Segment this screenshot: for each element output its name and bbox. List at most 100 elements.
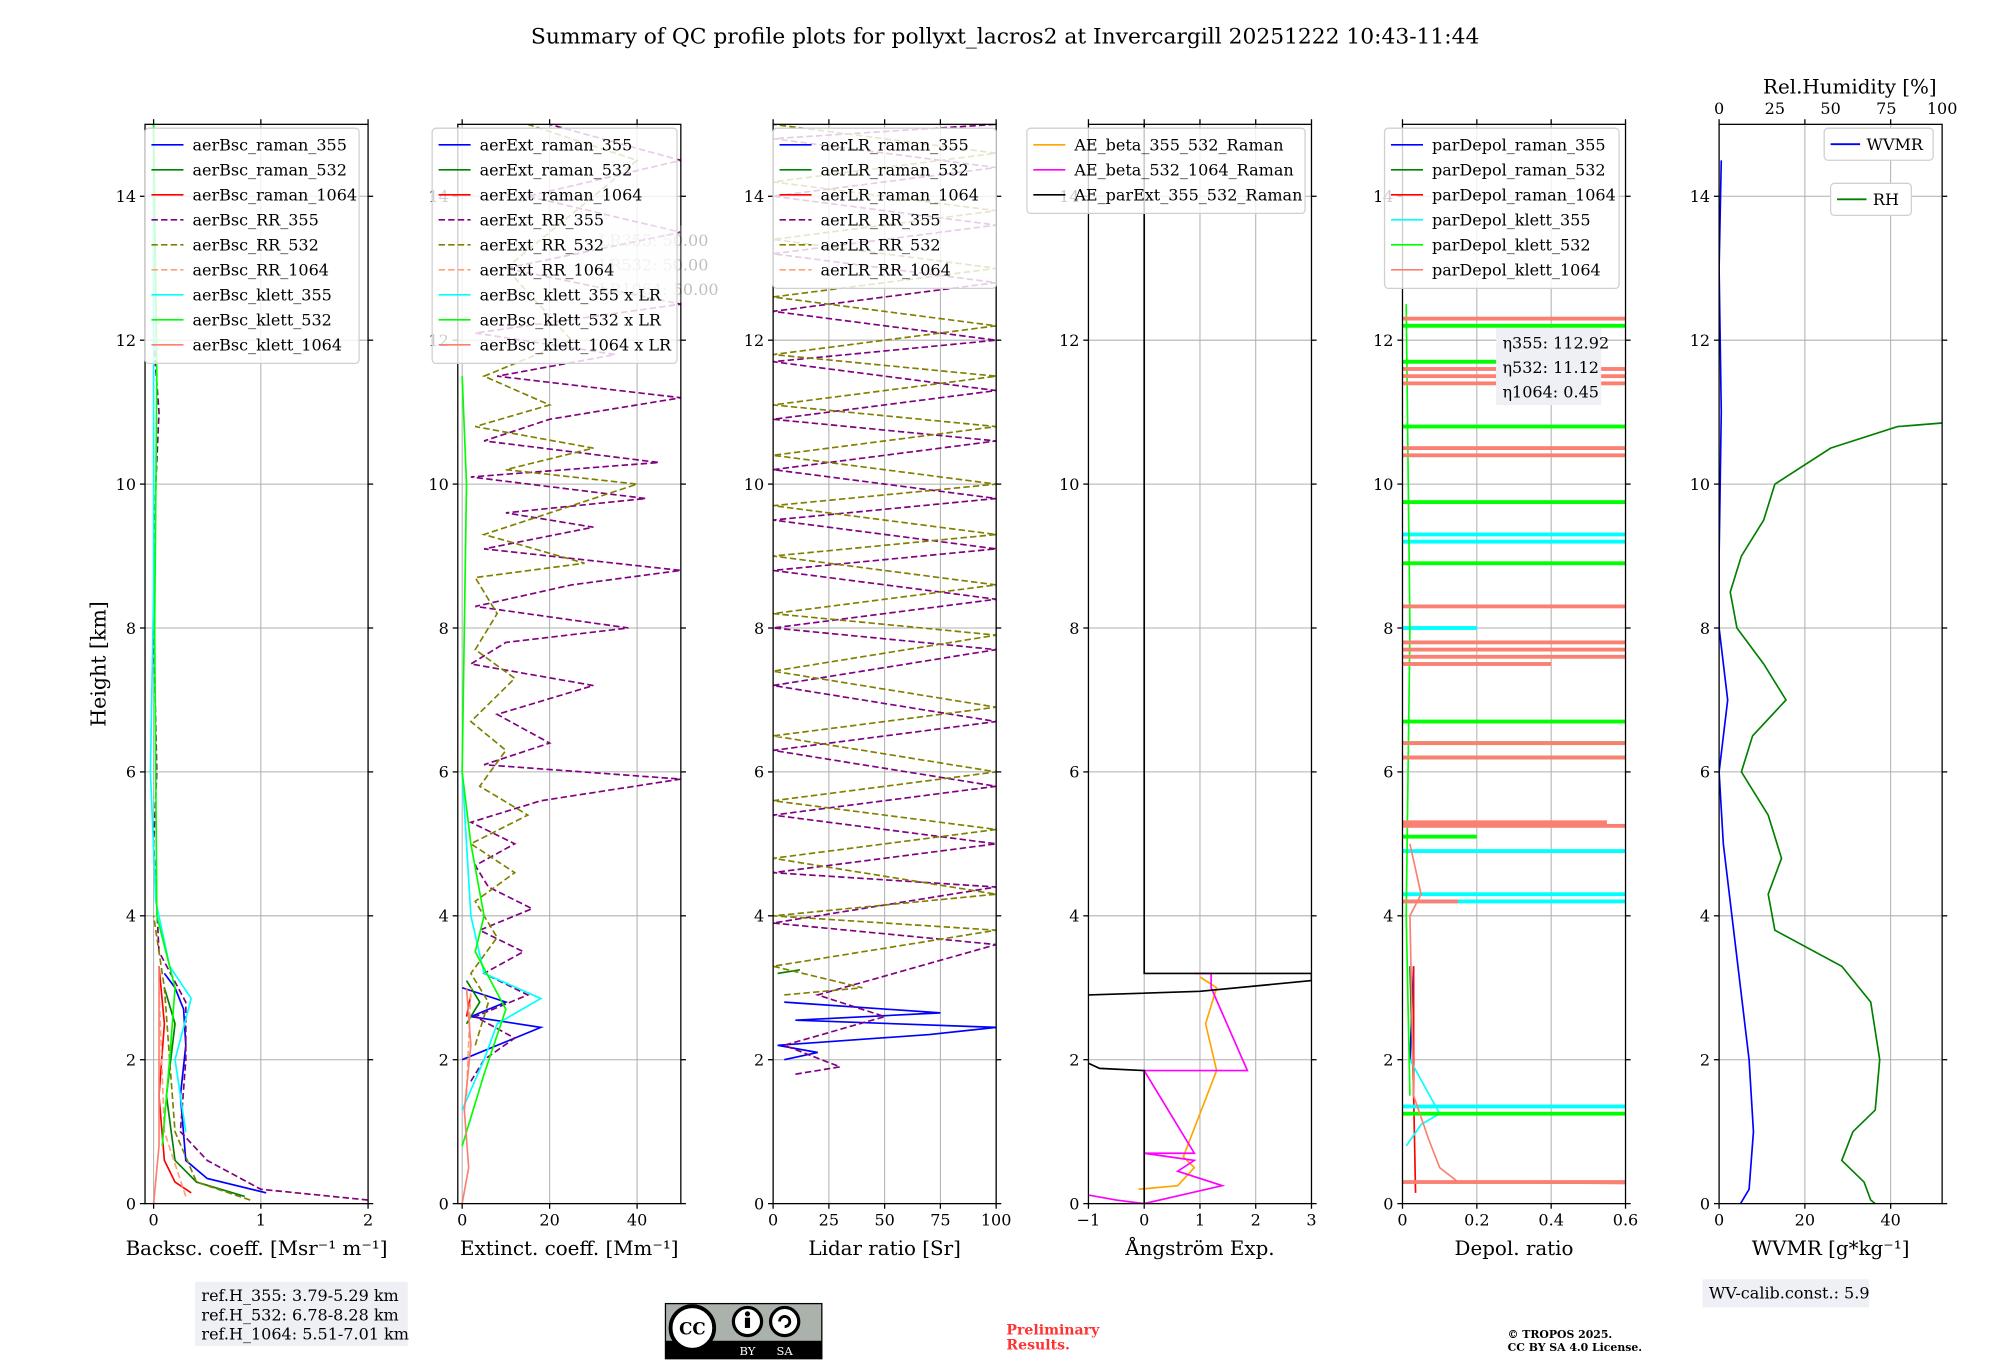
y-tick-label: 8: [1069, 619, 1079, 638]
refh-1064: ref.H_1064: 5.51-7.01 km: [201, 1324, 409, 1343]
y-tick-label: 14: [744, 187, 764, 206]
depol-bar-parDepol_klett_1064: [1402, 741, 1626, 746]
legend-label: aerExt_RR_532: [480, 236, 605, 255]
y-tick-label: 8: [1383, 619, 1393, 638]
y-tick-label: 6: [1383, 763, 1393, 782]
legend-label: aerBsc_RR_355: [192, 211, 318, 230]
sa-label: SA: [777, 1344, 794, 1358]
legend-label: aerLR_raman_1064: [821, 186, 979, 205]
depol-bar-parDepol_klett_532: [1402, 359, 1515, 364]
depol-bar-parDepol_klett_532: [1402, 1111, 1626, 1116]
x-tick-label: 2: [363, 1210, 373, 1229]
legend-label: aerBsc_raman_532: [192, 161, 346, 180]
series-line-AE_beta_355_532_Raman: [1138, 976, 1218, 1191]
x-tick-label: 100: [981, 1210, 1012, 1229]
legend-label: parDepol_raman_1064: [1432, 186, 1616, 205]
series-line-aerLR_raman_532: [777, 968, 801, 975]
by-person-icon: [744, 1311, 751, 1317]
legend-label: aerLR_raman_355: [821, 136, 969, 155]
legend-label: aerBsc_klett_532 x LR: [480, 311, 662, 330]
x-axis-label: Lidar ratio [Sr]: [808, 1237, 960, 1260]
series-line-RH: [1729, 422, 1943, 1204]
y-tick-label: 6: [1700, 763, 1710, 782]
depol-bar-parDepol_klett_1064: [1402, 820, 1607, 825]
x-tick-label: 50: [874, 1210, 894, 1229]
x-tick-label: 20: [539, 1210, 559, 1229]
axes-frame: [144, 123, 369, 1205]
legend-label: RH: [1873, 190, 1899, 209]
top-x-axis-label: Rel.Humidity [%]: [1763, 76, 1937, 99]
legend-label: parDepol_klett_355: [1432, 211, 1591, 230]
x-axis-label: Extinct. coeff. [Mm⁻¹]: [460, 1237, 679, 1260]
legend-label: aerExt_raman_1064: [480, 186, 643, 205]
depol-bar-parDepol_klett_1064: [1402, 640, 1626, 645]
legend: aerExt_raman_355 aerExt_raman_532 aerExt_r…: [431, 127, 678, 365]
series-line-AE_parExt_355_532_Raman: [1088, 1062, 1146, 1204]
legend-label: aerBsc_RR_1064: [192, 261, 329, 280]
axes-frame: [457, 123, 682, 1205]
y-tick-label: 2: [1700, 1050, 1710, 1069]
preliminary-line1: Preliminary: [1006, 1322, 1100, 1338]
y-tick-label: 4: [1069, 907, 1079, 926]
series-line-aerExt_RR_1064: [465, 987, 472, 1096]
depol-bar-parDepol_klett_355: [1402, 899, 1626, 904]
depol-bar-parDepol_klett_532: [1402, 834, 1477, 839]
top-x-tick-label: 50: [1820, 99, 1840, 118]
top-x-tick-label: 25: [1765, 99, 1785, 118]
x-tick-label: 25: [819, 1210, 839, 1229]
legend-label: aerLR_RR_1064: [821, 261, 951, 280]
x-tick-label: −1: [1077, 1210, 1101, 1229]
x-tick-label: 0: [149, 1210, 159, 1229]
legend-label: AE_beta_532_1064_Raman: [1073, 161, 1293, 180]
top-x-tick-label: 100: [1927, 99, 1958, 118]
legend-label: parDepol_raman_355: [1432, 136, 1606, 155]
series-line-aerBsc_klett_1064 x LR: [461, 987, 472, 1204]
legend-label: aerExt_RR_355: [480, 211, 605, 230]
x-tick-label: 0.2: [1464, 1210, 1489, 1229]
series-line-aerBsc_raman_1064: [158, 966, 192, 1194]
series-line-aerBsc_raman_532: [163, 987, 245, 1198]
preliminary-line2: Results.: [1006, 1338, 1070, 1354]
y-tick-label: 8: [439, 619, 449, 638]
wv-calib-text: WV-calib.const.: 5.9: [1709, 1283, 1870, 1302]
series-line-aerBsc_klett_532 x LR: [461, 376, 507, 1147]
series-line-aerBsc_klett_1064: [152, 966, 160, 1204]
depol-bar-parDepol_klett_355: [1402, 532, 1626, 537]
x-axis-label: Ångström Exp.: [1124, 1235, 1274, 1260]
calib-box: [1702, 1279, 1870, 1308]
legend-box: [431, 127, 678, 365]
legend: aerBsc_raman_355 aerBsc_raman_532 aerBsc_r…: [144, 127, 360, 365]
series-line-WVMR: [1719, 160, 1755, 1204]
legend-label: aerBsc_klett_1064: [192, 336, 342, 355]
y-tick-label: 14: [1690, 187, 1710, 206]
annotation-text: η532: 11.12: [1502, 358, 1599, 377]
series-line-parDepol_klett_355: [1405, 1059, 1441, 1147]
x-axis-label: WVMR [g*kg⁻¹]: [1752, 1237, 1910, 1260]
series-line-aerExt_raman_532: [465, 980, 481, 1025]
panel-4: −1012302468101214Ångström Exp.AE_beta_35…: [1026, 119, 1317, 1260]
series-line-aerExt_RR_532: [469, 124, 639, 1046]
depol-bar-parDepol_klett_355: [1402, 892, 1626, 897]
depol-bar-parDepol_klett_1064: [1402, 446, 1626, 451]
depol-bar-parDepol_klett_1064: [1402, 662, 1552, 666]
cc-icon: CC: [679, 1318, 706, 1338]
legend-box: [1823, 127, 1934, 161]
x-tick-label: 40: [1880, 1210, 1900, 1229]
series-line-aerLR_raman_355: [777, 1001, 997, 1061]
series-line-AE_parExt_355_532_Raman: [1088, 124, 1312, 996]
depol-bar-parDepol_klett_1064: [1402, 899, 1459, 904]
x-tick-label: 0: [1714, 1210, 1724, 1229]
y-tick-label: 10: [744, 475, 764, 494]
x-tick-label: 75: [930, 1210, 950, 1229]
legend-label: aerExt_raman_532: [480, 161, 633, 180]
axes-frame: [1718, 123, 1943, 1205]
depol-bar-parDepol_klett_532: [1402, 561, 1626, 566]
legend-label: aerBsc_klett_355: [192, 286, 331, 305]
depol-bar-parDepol_klett_1064: [1402, 755, 1626, 760]
copyright-line1: © TROPOS 2025.: [1508, 1328, 1613, 1341]
legend-label: aerBsc_RR_532: [192, 236, 318, 255]
annotation-text: η355: 112.92: [1502, 334, 1609, 353]
x-axis-label: Depol. ratio: [1455, 1237, 1574, 1260]
